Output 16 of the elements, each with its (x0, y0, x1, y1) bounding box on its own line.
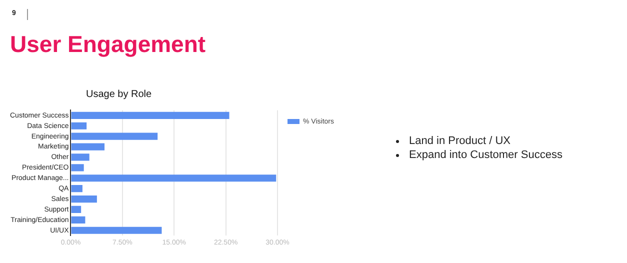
chart-subtitle: Usage by Role (86, 89, 152, 100)
bar (71, 164, 84, 172)
bar (71, 143, 105, 150)
bar (71, 216, 86, 224)
bar (71, 174, 276, 182)
bar (71, 154, 90, 161)
bar (71, 226, 162, 234)
bar (71, 185, 82, 192)
bar (71, 132, 158, 140)
text: Land in Product / UX (409, 134, 511, 148)
text: Expand into Customer Success (409, 148, 562, 162)
bar (71, 112, 230, 119)
bar (71, 206, 82, 214)
chart-title: User Engagement (10, 31, 206, 58)
bar (71, 122, 87, 130)
bar (71, 195, 97, 203)
